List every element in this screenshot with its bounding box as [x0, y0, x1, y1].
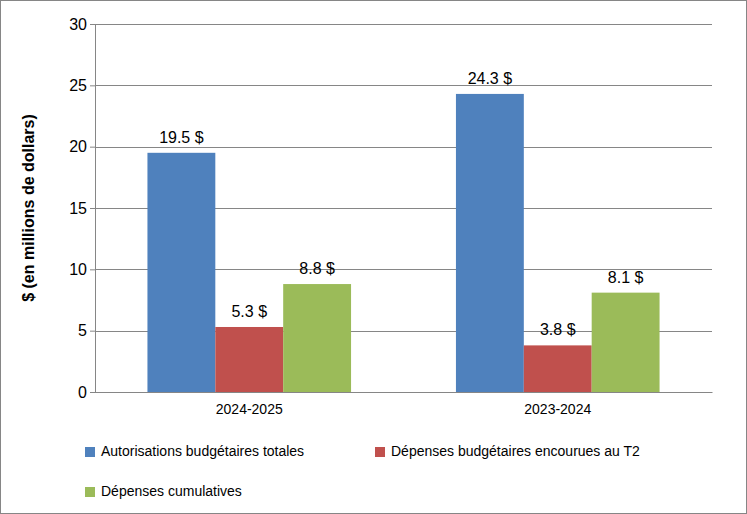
y-tick-mark: [90, 24, 95, 25]
chart-frame: [1, 1, 747, 514]
x-tick-label: 2024-2025: [216, 401, 283, 417]
y-tick-mark: [90, 331, 95, 332]
y-axis: 0 5 10 15 20 25 30: [69, 16, 95, 401]
data-labels: 19.5 $ 24.3 $ 5.3 $ 3.8 $ 8.8 $ 8.1 $: [159, 70, 643, 338]
y-tick: 15: [69, 200, 95, 217]
legend-swatch: [375, 447, 385, 457]
x-tick: 2023-2024: [524, 392, 591, 417]
legend-item: Dépenses budgétaires encourues au T2: [375, 443, 640, 459]
bar: [147, 153, 215, 392]
y-tick: 30: [69, 16, 95, 33]
y-tick-mark: [90, 269, 95, 270]
bar: [456, 94, 524, 392]
y-tick: 25: [69, 77, 95, 94]
y-tick-mark: [90, 85, 95, 86]
grid-line: [95, 24, 712, 25]
legend-label: Dépenses cumulatives: [101, 483, 242, 499]
y-axis-title: $ (en millions de dollars): [20, 114, 37, 302]
legend-swatch: [85, 487, 95, 497]
bars: [147, 94, 659, 392]
bar: [524, 345, 592, 392]
y-tick-label: 10: [69, 261, 87, 278]
chart: 19.5 $ 24.3 $ 5.3 $ 3.8 $ 8.8 $ 8.1 $ 0 5 10 15 20…: [0, 0, 747, 514]
legend-item: Dépenses cumulatives: [85, 483, 242, 499]
grid: [95, 25, 712, 393]
grid-line: [95, 85, 712, 86]
y-tick: 20: [69, 138, 95, 155]
data-label: 8.8 $: [299, 260, 335, 277]
y-tick-label: 15: [69, 200, 87, 217]
y-tick-mark: [90, 208, 95, 209]
data-label: 5.3 $: [231, 303, 267, 320]
legend-label: Dépenses budgétaires encourues au T2: [391, 443, 640, 459]
bar: [215, 327, 283, 392]
grid-line: [95, 147, 712, 148]
y-tick-label: 25: [69, 77, 87, 94]
y-tick-label: 30: [69, 16, 87, 33]
data-label: 19.5 $: [159, 129, 204, 146]
data-label: 3.8 $: [540, 321, 576, 338]
y-tick-label: 5: [78, 322, 87, 339]
y-tick: 10: [69, 261, 95, 278]
x-axis-line: [96, 392, 713, 393]
y-tick-label: 0: [78, 384, 87, 401]
y-tick-label: 20: [69, 138, 87, 155]
data-label: 8.1 $: [608, 269, 644, 286]
legend-swatch: [85, 447, 95, 457]
grid-line: [95, 392, 712, 393]
y-tick: 0: [78, 384, 95, 401]
legend: Autorisations budgétaires totales Dépense…: [85, 443, 640, 499]
legend-item: Autorisations budgétaires totales: [85, 443, 304, 459]
x-tick-label: 2023-2024: [524, 401, 591, 417]
y-tick-mark: [90, 392, 95, 393]
y-axis-line: [90, 25, 96, 393]
legend-label: Autorisations budgétaires totales: [101, 443, 304, 459]
y-tick: 5: [78, 322, 95, 339]
x-axis: 2024-2025 2023-2024: [96, 392, 713, 417]
bar: [592, 293, 660, 392]
bar: [283, 284, 351, 392]
data-label: 24.3 $: [468, 70, 513, 87]
x-tick: 2024-2025: [216, 392, 283, 417]
y-tick-mark: [90, 147, 95, 148]
